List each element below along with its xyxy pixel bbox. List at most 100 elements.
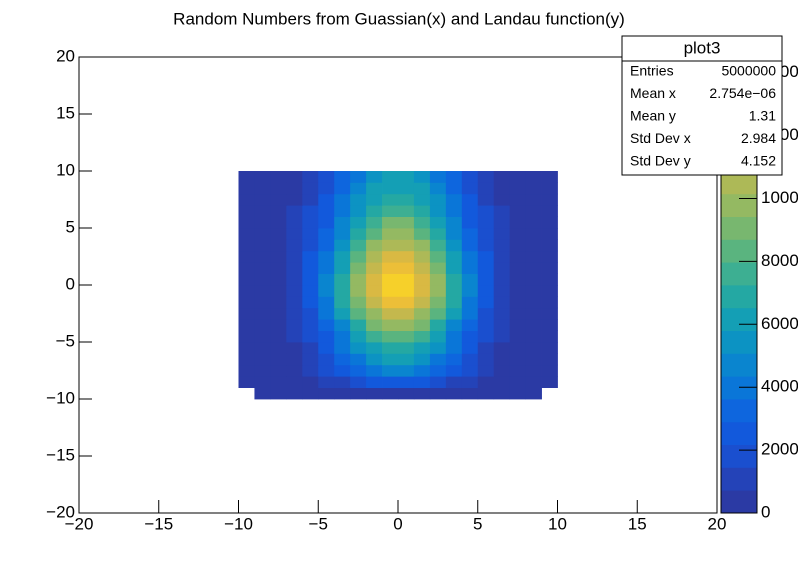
cell <box>493 182 511 195</box>
cell <box>525 182 542 195</box>
cell <box>334 205 351 217</box>
cell <box>398 387 415 400</box>
cell <box>318 171 335 183</box>
cell <box>477 353 495 366</box>
cell <box>302 296 319 309</box>
cell <box>525 353 542 366</box>
z-tick-label: 6000 <box>761 314 798 333</box>
y-tick-label: 15 <box>56 103 75 122</box>
cell <box>429 319 447 331</box>
cell <box>270 171 287 183</box>
x-tick-label: −15 <box>144 514 173 533</box>
cell <box>398 262 415 274</box>
x-tick-label: −20 <box>65 514 94 533</box>
y-tick-label: 5 <box>66 217 75 236</box>
cell <box>238 262 255 274</box>
cell <box>413 239 431 252</box>
cell <box>286 273 303 286</box>
cell <box>334 342 351 354</box>
colorbar-band <box>721 399 757 423</box>
cell <box>366 285 383 297</box>
cell <box>413 330 431 343</box>
cell <box>541 216 558 229</box>
cell <box>350 273 367 286</box>
cell <box>525 307 542 320</box>
cell <box>445 285 463 297</box>
cell <box>318 285 335 297</box>
stats-value: 2.754e−06 <box>709 85 776 101</box>
cell <box>413 250 431 263</box>
cell <box>541 239 558 252</box>
cell <box>238 307 255 320</box>
cell <box>334 296 351 309</box>
cell <box>493 376 511 388</box>
cell <box>445 342 463 354</box>
cell <box>318 216 335 229</box>
cell <box>477 193 495 206</box>
cell <box>445 353 463 366</box>
cell <box>350 342 367 354</box>
cell <box>477 239 495 252</box>
cell <box>366 296 383 309</box>
cell <box>270 273 287 286</box>
cell <box>254 330 271 343</box>
cell <box>270 319 287 331</box>
cell <box>413 364 431 377</box>
cell <box>541 364 558 377</box>
cell <box>429 273 447 286</box>
colorbar-band <box>721 285 757 309</box>
cell <box>302 376 319 388</box>
cell <box>238 228 255 240</box>
cell <box>318 376 335 388</box>
cell <box>302 387 319 400</box>
cell <box>238 353 255 366</box>
x-tick-label: 10 <box>548 514 567 533</box>
cell <box>525 364 542 377</box>
cell <box>509 273 526 286</box>
cell <box>254 387 271 400</box>
cell <box>445 387 463 400</box>
cell <box>429 353 447 366</box>
cell <box>382 250 399 263</box>
cell <box>270 228 287 240</box>
cell <box>334 228 351 240</box>
cell <box>493 262 511 274</box>
colorbar-band <box>721 490 757 514</box>
cell <box>286 239 303 252</box>
cell <box>429 387 447 400</box>
cell <box>509 319 526 331</box>
stats-value: 1.31 <box>749 108 776 124</box>
cell <box>350 228 367 240</box>
cell <box>429 364 447 377</box>
cell <box>413 387 431 400</box>
cell <box>254 262 271 274</box>
cell <box>334 193 351 206</box>
cell <box>382 262 399 274</box>
cell <box>286 364 303 377</box>
cell <box>286 205 303 217</box>
cell <box>413 296 431 309</box>
y-tick-label: 0 <box>66 274 75 293</box>
cell <box>382 330 399 343</box>
cell <box>366 307 383 320</box>
cell <box>398 171 415 183</box>
cell <box>525 387 542 400</box>
cell <box>398 330 415 343</box>
cell <box>366 387 383 400</box>
cell <box>350 307 367 320</box>
cell <box>429 376 447 388</box>
stats-label: Std Dev y <box>630 153 691 169</box>
cell <box>350 182 367 195</box>
cell <box>413 182 431 195</box>
cell <box>445 273 463 286</box>
cell <box>302 273 319 286</box>
cell <box>254 296 271 309</box>
cell <box>286 182 303 195</box>
z-tick-label: 10000 <box>761 188 798 207</box>
cell <box>238 193 255 206</box>
cell <box>445 364 463 377</box>
y-tick-label: −10 <box>46 388 75 407</box>
cell <box>318 330 335 343</box>
colorbar-band <box>721 193 757 217</box>
